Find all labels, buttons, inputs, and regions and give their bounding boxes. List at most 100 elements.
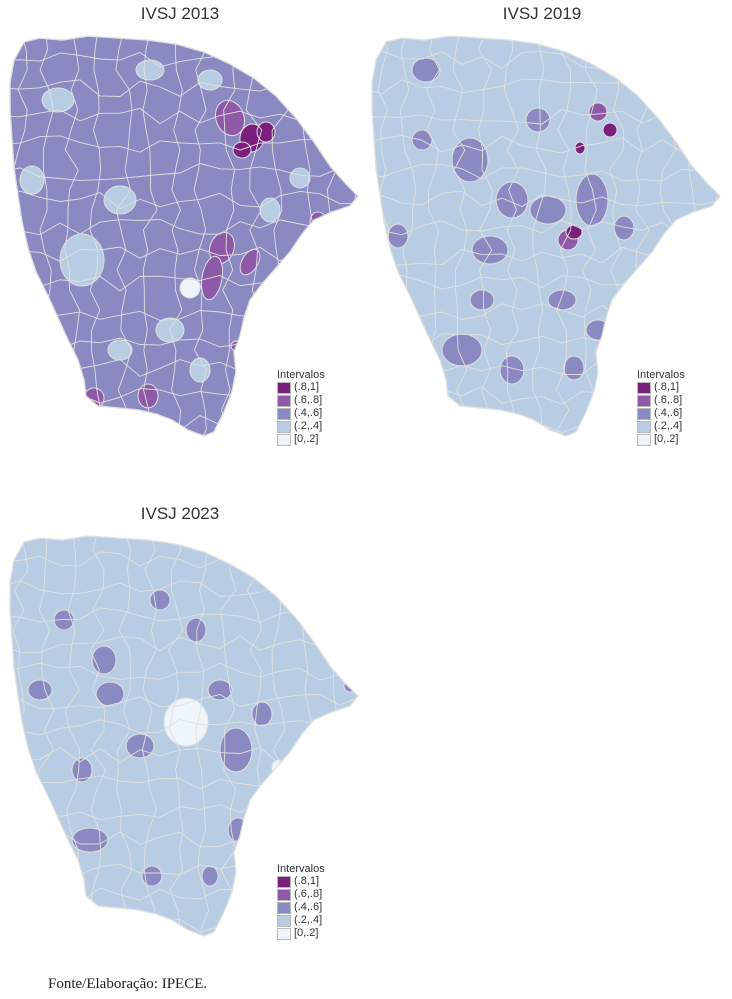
legend-swatch bbox=[277, 394, 291, 407]
legend-item: (.6,.8] bbox=[637, 394, 727, 407]
legend-title: Intervalos bbox=[277, 369, 325, 381]
municipality-boundary bbox=[372, 135, 720, 154]
municipality-boundary bbox=[116, 536, 133, 936]
municipality-boundary bbox=[142, 36, 158, 436]
municipality-boundary bbox=[193, 36, 208, 436]
municipality-patch bbox=[149, 589, 171, 611]
municipality-patch bbox=[585, 319, 611, 341]
municipality-patch bbox=[495, 181, 529, 219]
municipality-patch bbox=[200, 255, 224, 301]
map-title: IVSJ 2013 bbox=[140, 4, 220, 23]
legend-item: (.6,.8] bbox=[277, 394, 367, 407]
municipality-patch bbox=[565, 224, 583, 240]
legend-swatch bbox=[637, 407, 651, 420]
legend-label: (.8,1] bbox=[294, 381, 320, 393]
legend-label: [0,.2] bbox=[654, 433, 679, 445]
municipality-boundary bbox=[452, 36, 468, 436]
municipality-patch bbox=[441, 333, 483, 367]
municipality-patch bbox=[27, 679, 53, 701]
municipality-boundary bbox=[10, 719, 358, 736]
legend-item: (.4,.6] bbox=[637, 407, 727, 420]
legend-item: [0,.2] bbox=[277, 433, 367, 446]
legend-swatch bbox=[277, 914, 291, 927]
legend-item: (.2,.4] bbox=[277, 420, 367, 433]
source-note: Fonte/Elaboração: IPECE. bbox=[48, 976, 208, 992]
municipality-patch bbox=[602, 122, 618, 138]
map-title: IVSJ 2023 bbox=[140, 504, 220, 523]
legend-item: (.4,.6] bbox=[277, 407, 367, 420]
legend-swatch bbox=[277, 901, 291, 914]
legend-swatch bbox=[637, 381, 651, 394]
legend-item: (.8,1] bbox=[277, 875, 367, 888]
municipality-patch bbox=[525, 107, 551, 133]
legend-item: [0,.2] bbox=[637, 433, 727, 446]
municipality-patch bbox=[91, 645, 117, 675]
municipality-patch bbox=[95, 681, 125, 707]
legend-label: [0,.2] bbox=[294, 433, 319, 445]
legend-swatch bbox=[277, 381, 291, 394]
municipality-patch bbox=[563, 355, 585, 381]
municipality-boundary bbox=[10, 162, 358, 181]
municipality-patch bbox=[289, 167, 311, 189]
municipality-boundary bbox=[532, 36, 547, 436]
legend-label: (.4,.6] bbox=[294, 407, 323, 419]
legend-item: (.2,.4] bbox=[637, 420, 727, 433]
municipality-patch bbox=[19, 165, 45, 195]
municipality-boundary bbox=[581, 36, 598, 436]
legend-title: Intervalos bbox=[277, 863, 325, 875]
municipality-boundary bbox=[141, 536, 158, 936]
municipality-patch bbox=[71, 827, 109, 853]
legend-item: [0,.2] bbox=[277, 927, 367, 940]
municipality-boundary bbox=[169, 36, 183, 436]
municipality-boundary bbox=[372, 219, 720, 237]
municipality-boundary bbox=[89, 36, 106, 436]
choropleth-map bbox=[371, 35, 721, 437]
legend-label: (.2,.4] bbox=[294, 420, 323, 432]
legend-swatch bbox=[637, 433, 651, 446]
municipality-patch bbox=[163, 697, 209, 747]
municipality-patch bbox=[469, 289, 495, 311]
legend-item: (.6,.8] bbox=[277, 888, 367, 901]
legend-item: (.8,1] bbox=[637, 381, 727, 394]
legend-swatch bbox=[277, 407, 291, 420]
municipality-patch bbox=[135, 59, 165, 81]
municipality-boundary bbox=[167, 536, 184, 936]
map-legend: Intervalos (.8,1] (.6,.8] (.4,.6] (.2,.4… bbox=[277, 369, 367, 446]
legend-item: (.2,.4] bbox=[277, 914, 367, 927]
legend-title: Intervalos bbox=[637, 369, 685, 381]
municipality-boundary bbox=[220, 536, 237, 936]
municipality-boundary bbox=[555, 36, 572, 436]
map-panel-2019: IVSJ 2019 Intervalos (.8,1] (.6,.8] (.4,… bbox=[362, 0, 722, 450]
municipality-patch bbox=[107, 339, 133, 361]
municipality-boundary bbox=[10, 694, 358, 710]
municipality-boundary bbox=[503, 36, 520, 436]
choropleth-map bbox=[9, 35, 359, 437]
municipality-patch bbox=[207, 679, 233, 701]
municipality-patch bbox=[232, 141, 252, 159]
municipality-boundary bbox=[10, 635, 358, 653]
legend-swatch bbox=[637, 420, 651, 433]
municipality-boundary bbox=[10, 218, 358, 236]
municipality-patch bbox=[41, 87, 75, 113]
legend-swatch bbox=[277, 875, 291, 888]
map-panel-2013: IVSJ 2013 Intervalos (.8,1] (.6,.8] (.4,… bbox=[0, 0, 360, 450]
municipality-patch bbox=[185, 617, 207, 643]
legend-label: [0,.2] bbox=[294, 927, 319, 939]
map-title: IVSJ 2019 bbox=[502, 4, 582, 23]
municipality-boundary bbox=[195, 536, 210, 936]
municipality-patch bbox=[197, 69, 223, 91]
map-legend: Intervalos (.8,1] (.6,.8] (.4,.6] (.2,.4… bbox=[277, 863, 367, 940]
legend-label: (.8,1] bbox=[654, 381, 680, 393]
municipality-patch bbox=[239, 248, 261, 276]
legend-swatch bbox=[277, 888, 291, 901]
municipality-patch bbox=[256, 121, 276, 143]
municipality-boundary bbox=[115, 36, 133, 436]
municipality-patch bbox=[201, 865, 219, 887]
municipality-patch bbox=[141, 865, 163, 887]
legend-swatch bbox=[277, 420, 291, 433]
legend-swatch bbox=[277, 433, 291, 446]
legend-label: (.6,.8] bbox=[294, 888, 323, 900]
municipality-patch bbox=[125, 733, 155, 759]
municipality-boundary bbox=[10, 662, 358, 681]
municipality-patch bbox=[451, 137, 489, 183]
